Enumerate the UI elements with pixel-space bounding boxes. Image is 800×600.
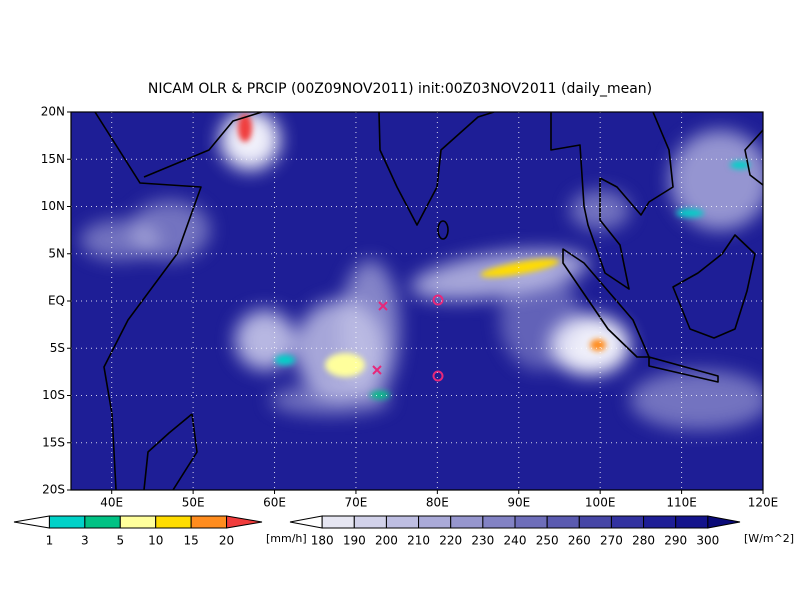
colorbar-label: 200 bbox=[375, 534, 398, 548]
coastlines bbox=[94, 112, 763, 490]
lon-tick-label: 60E bbox=[263, 496, 286, 510]
colorbar-box bbox=[418, 515, 452, 529]
lat-tick-label: 5N bbox=[48, 246, 65, 260]
colorbar-box bbox=[385, 515, 420, 529]
colorbar-label: 210 bbox=[407, 534, 430, 548]
lon-tick-label: 90E bbox=[507, 496, 530, 510]
colorbar-unit: [mm/h] bbox=[266, 532, 307, 545]
colorbar-box bbox=[84, 515, 121, 529]
lat-tick-label: 10S bbox=[42, 388, 65, 402]
lon-tick-label: 110E bbox=[666, 496, 697, 510]
colorbar-box bbox=[675, 515, 709, 529]
lat-tick-label: 5S bbox=[50, 341, 65, 355]
colorbar-box bbox=[514, 515, 548, 529]
colorbar-box bbox=[707, 515, 741, 529]
colorbar-box bbox=[482, 515, 516, 529]
colorbar-label: 240 bbox=[504, 534, 527, 548]
colorbar-label: 3 bbox=[81, 534, 89, 548]
lon-tick-label: 50E bbox=[182, 496, 205, 510]
lon-tick-label: 80E bbox=[426, 496, 449, 510]
lat-tick-label: 15S bbox=[42, 435, 65, 449]
lon-tick-label: 100E bbox=[585, 496, 616, 510]
colorbar-label: 180 bbox=[311, 534, 334, 548]
lat-tick-label: 20N bbox=[41, 105, 65, 119]
colorbar-label: 15 bbox=[184, 534, 199, 548]
colorbar-label: 10 bbox=[148, 534, 163, 548]
axes: 20N 15N 10N 5N EQ 5S 10S 15S 20S 40E 50E 60E 70E 80E 9… bbox=[41, 105, 779, 510]
colorbar-box bbox=[353, 515, 387, 529]
colorbar-label: 190 bbox=[343, 534, 366, 548]
colorbar-label: 1 bbox=[46, 534, 54, 548]
colorbar-box bbox=[321, 515, 355, 529]
colorbar-box bbox=[450, 515, 484, 529]
colorbar-box bbox=[610, 515, 645, 529]
grid bbox=[71, 112, 763, 490]
colorbar-box bbox=[226, 515, 263, 529]
lat-tick-label: 10N bbox=[41, 199, 65, 213]
colorbar-label: 270 bbox=[600, 534, 623, 548]
colorbar-label: 300 bbox=[696, 534, 719, 548]
lat-tick-label: EQ bbox=[48, 294, 65, 308]
colorbar-label: 290 bbox=[664, 534, 687, 548]
colorbar-box bbox=[289, 515, 323, 529]
colorbar-label: 230 bbox=[471, 534, 494, 548]
colorbar-label: 280 bbox=[632, 534, 655, 548]
colorbar-box bbox=[155, 515, 192, 529]
markers bbox=[372, 294, 444, 382]
colorbar-box bbox=[190, 515, 228, 529]
colorbar-unit: [W/m^2] bbox=[744, 532, 794, 545]
lon-tick-label: 40E bbox=[100, 496, 123, 510]
lat-tick-label: 15N bbox=[41, 152, 65, 166]
colorbar-box bbox=[643, 515, 677, 529]
lon-tick-label: 70E bbox=[345, 496, 368, 510]
colorbar-box bbox=[119, 515, 157, 529]
colorbar-label: 260 bbox=[568, 534, 591, 548]
colorbar-box bbox=[48, 515, 86, 529]
colorbar-label: 250 bbox=[536, 534, 559, 548]
colorbar-box bbox=[546, 515, 580, 529]
legends: 1 3 5 10 15 20 [mm/h] 180 190 200 210 220 230 240 250 2… bbox=[13, 515, 794, 548]
colorbar-label: 5 bbox=[116, 534, 124, 548]
colorbar-label: 20 bbox=[219, 534, 234, 548]
colorbar-box bbox=[578, 515, 612, 529]
colorbar-box bbox=[13, 515, 50, 529]
lon-tick-label: 120E bbox=[748, 496, 779, 510]
lat-tick-label: 20S bbox=[42, 483, 65, 497]
title: NICAM OLR & PRCIP (00Z09NOV2011) init:00… bbox=[148, 81, 652, 97]
colorbar-label: 220 bbox=[439, 534, 462, 548]
field bbox=[71, 112, 763, 490]
